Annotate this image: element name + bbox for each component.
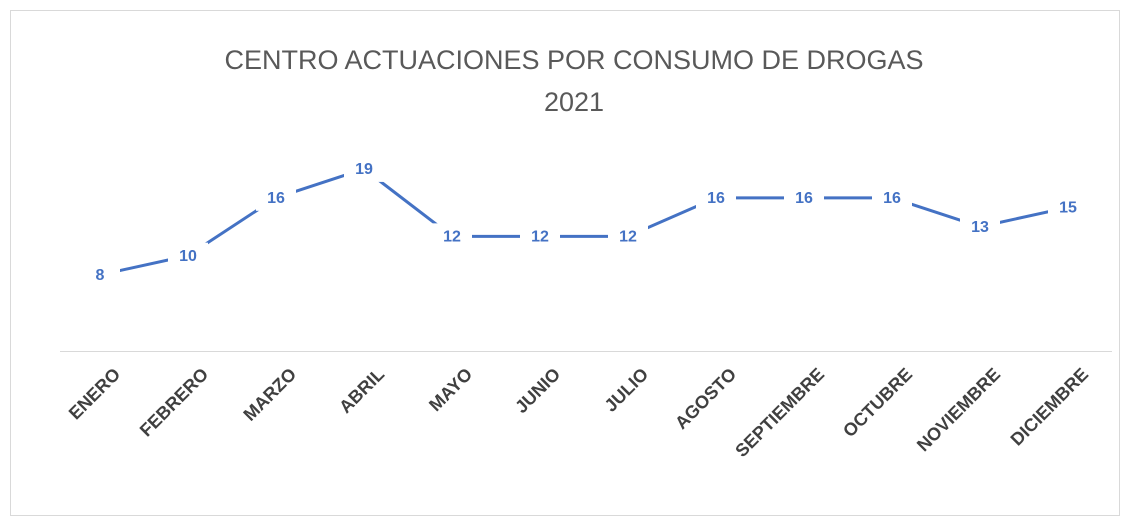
data-label-bg <box>784 184 824 211</box>
data-label-bg <box>256 184 296 211</box>
data-label: 12 <box>619 229 637 246</box>
data-label-bg <box>960 213 1000 240</box>
data-label: 13 <box>971 219 989 236</box>
data-label: 10 <box>179 248 197 265</box>
data-label-bg <box>432 223 472 250</box>
data-label-bg <box>696 184 736 211</box>
data-label-bg <box>608 223 648 250</box>
data-label-bg <box>1048 194 1088 221</box>
chart-title: CENTRO ACTUACIONES POR CONSUMO DE DROGAS <box>224 45 923 75</box>
data-label-bg <box>80 261 120 288</box>
chart-title: 2021 <box>544 87 604 117</box>
data-label: 15 <box>1059 200 1077 217</box>
data-label-bg <box>344 155 384 182</box>
data-label: 12 <box>531 229 549 246</box>
data-label: 8 <box>96 267 105 284</box>
data-label: 16 <box>707 190 725 207</box>
data-label-bg <box>872 184 912 211</box>
data-label-bg <box>168 242 208 269</box>
data-label: 16 <box>883 190 901 207</box>
data-label: 19 <box>355 161 373 178</box>
data-label: 16 <box>795 190 813 207</box>
data-label-bg <box>520 223 560 250</box>
data-label: 16 <box>267 190 285 207</box>
data-label: 12 <box>443 229 461 246</box>
